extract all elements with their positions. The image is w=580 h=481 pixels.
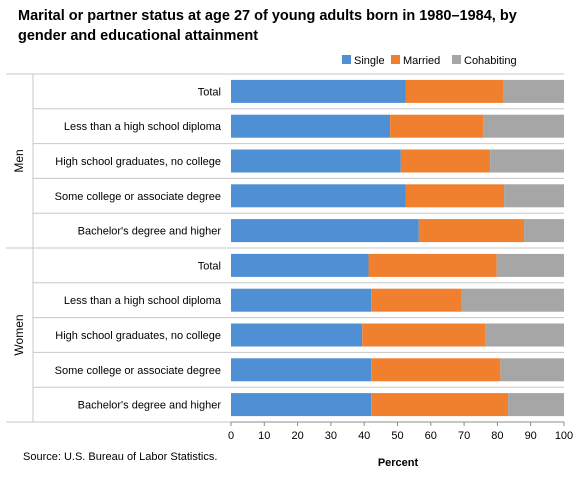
bar-women-high-school-graduates-no-college-married [362, 323, 486, 347]
legend-label-cohabiting: Cohabiting [464, 55, 517, 67]
legend-label-single: Single [354, 55, 385, 67]
bar-women-high-school-graduates-no-college-single [231, 323, 363, 347]
source-note: Source: U.S. Bureau of Labor Statistics. [23, 451, 218, 463]
x-tick-label: 70 [458, 430, 470, 442]
bar-men-high-school-graduates-no-college-cohabiting [490, 149, 564, 173]
bar-men-bachelor-s-degree-and-higher-married [418, 219, 525, 243]
bar-women-high-school-graduates-no-college-cohabiting [485, 323, 564, 347]
x-tick-label: 80 [491, 430, 503, 442]
bar-women-total-married [368, 253, 497, 277]
bar-men-high-school-graduates-no-college-married [400, 149, 491, 173]
category-label-men-total: Total [198, 86, 221, 98]
bar-men-bachelor-s-degree-and-higher-cohabiting [524, 219, 564, 243]
category-label-women-bachelor-s-degree-and-higher: Bachelor's degree and higher [78, 400, 222, 412]
bar-women-some-college-or-associate-degree-single [231, 358, 372, 382]
category-label-women-total: Total [198, 260, 221, 272]
x-tick-label: 50 [391, 430, 403, 442]
bar-men-bachelor-s-degree-and-higher-single [231, 219, 419, 243]
category-label-men-less-than-a-high-school-diploma: Less than a high school diploma [64, 121, 222, 133]
bar-women-less-than-a-high-school-diploma-married [371, 288, 462, 312]
bar-men-some-college-or-associate-degree-married [405, 184, 505, 208]
bar-men-high-school-graduates-no-college-single [231, 149, 401, 173]
bar-men-some-college-or-associate-degree-single [231, 184, 406, 208]
category-label-men-some-college-or-associate-degree: Some college or associate degree [55, 191, 221, 203]
category-label-women-some-college-or-associate-degree: Some college or associate degree [55, 365, 221, 377]
x-tick-label: 10 [258, 430, 270, 442]
x-tick-label: 0 [228, 430, 234, 442]
bar-men-total-single [231, 79, 406, 103]
category-label-men-bachelor-s-degree-and-higher: Bachelor's degree and higher [78, 226, 222, 238]
group-label-men: Men [12, 149, 26, 172]
category-label-women-high-school-graduates-no-college: High school graduates, no college [55, 330, 221, 342]
bar-men-total-married [405, 79, 504, 103]
bar-women-some-college-or-associate-degree-cohabiting [500, 358, 564, 382]
x-tick-label: 30 [325, 430, 337, 442]
bar-women-some-college-or-associate-degree-married [371, 358, 501, 382]
x-tick-label: 60 [425, 430, 437, 442]
bar-men-less-than-a-high-school-diploma-single [231, 114, 391, 138]
bar-women-less-than-a-high-school-diploma-cohabiting [461, 288, 564, 312]
category-label-women-less-than-a-high-school-diploma: Less than a high school diploma [64, 295, 222, 307]
x-tick-label: 90 [525, 430, 537, 442]
group-label-women: Women [12, 314, 26, 355]
bar-women-bachelor-s-degree-and-higher-married [371, 393, 509, 417]
legend-swatch-single [342, 55, 351, 64]
bar-women-less-than-a-high-school-diploma-single [231, 288, 372, 312]
bar-men-some-college-or-associate-degree-cohabiting [504, 184, 564, 208]
x-tick-label: 20 [291, 430, 303, 442]
legend-label-married: Married [403, 55, 440, 67]
bar-women-total-cohabiting [496, 253, 564, 277]
legend-swatch-cohabiting [452, 55, 461, 64]
bar-women-bachelor-s-degree-and-higher-cohabiting [508, 393, 564, 417]
x-tick-label: 40 [358, 430, 370, 442]
bar-men-less-than-a-high-school-diploma-cohabiting [483, 114, 564, 138]
x-tick-label: 100 [555, 430, 573, 442]
chart-title: Marital or partner status at age 27 of y… [18, 8, 517, 44]
category-label-men-high-school-graduates-no-college: High school graduates, no college [55, 156, 221, 168]
x-axis-label: Percent [378, 457, 419, 469]
bar-women-total-single [231, 253, 369, 277]
bar-men-less-than-a-high-school-diploma-married [390, 114, 484, 138]
bar-women-bachelor-s-degree-and-higher-single [231, 393, 372, 417]
bar-men-total-cohabiting [503, 79, 564, 103]
legend-swatch-married [391, 55, 400, 64]
